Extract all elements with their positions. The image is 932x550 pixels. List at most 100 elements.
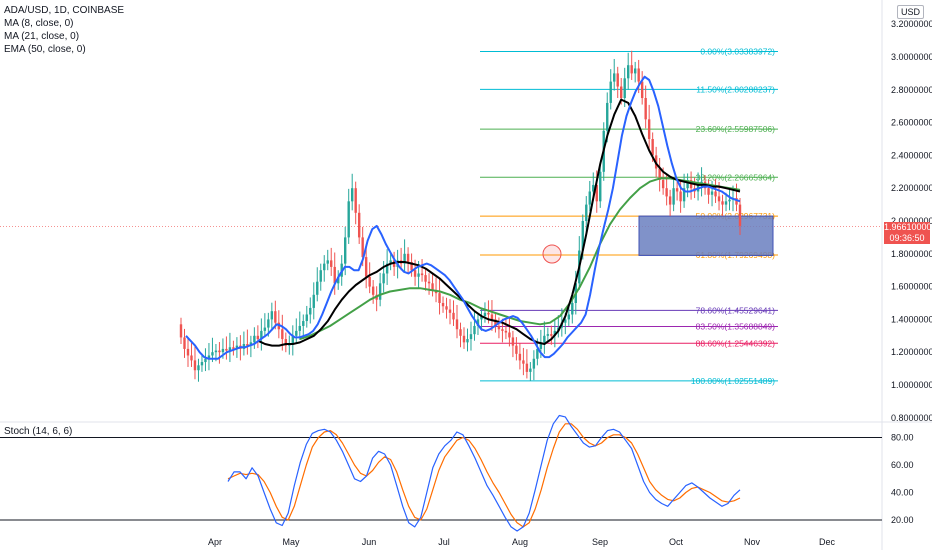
time-axis-tick: Nov: [744, 537, 761, 547]
price-axis-tick: 0.80000000: [891, 413, 932, 423]
candle-body: [183, 337, 186, 349]
candle-body: [682, 188, 686, 202]
candle-body: [707, 188, 710, 195]
price-axis-tick: 2.80000000: [891, 85, 932, 95]
candle-body: [225, 348, 228, 351]
candle-body: [623, 78, 626, 98]
candle-body: [609, 81, 612, 103]
candle-body: [658, 168, 661, 180]
time-axis-tick: Sep: [592, 537, 608, 547]
candle-body: [511, 337, 515, 346]
candle-body: [274, 311, 277, 323]
candle-body: [466, 339, 469, 343]
candle-body: [588, 191, 591, 205]
time-axis-tick: Dec: [819, 537, 836, 547]
candle-body: [543, 335, 546, 343]
candle-body: [504, 330, 508, 333]
fib-level-label: 0.00%(3.03383972): [700, 46, 775, 56]
candle-body: [410, 262, 413, 271]
candle-body: [179, 324, 183, 338]
candle-body: [490, 314, 494, 320]
candle-body: [595, 184, 598, 202]
stoch-k-line: [227, 414, 741, 532]
candle-body: [469, 334, 473, 340]
bar-countdown: 09:36:50: [889, 233, 925, 243]
candle-body: [721, 201, 724, 205]
candle-body: [686, 180, 689, 189]
candle-body: [431, 283, 434, 290]
candle-body: [448, 309, 452, 313]
candle-body: [483, 312, 487, 317]
candle-body: [532, 358, 536, 369]
candle-body: [337, 276, 340, 284]
candle-body: [581, 221, 584, 251]
candle-body: [522, 360, 525, 364]
candle-body: [665, 188, 668, 197]
candle-body: [599, 171, 602, 202]
candle-body: [637, 68, 640, 82]
candle-body: [284, 339, 288, 346]
indicator-ma21[interactable]: MA (21, close, 0): [4, 31, 80, 42]
candle-body: [613, 73, 616, 82]
time-axis-tick: May: [282, 537, 300, 547]
candle-body: [606, 102, 609, 131]
fib-level-label: 38.20%(2.26665964): [696, 172, 776, 182]
candle-body: [281, 329, 284, 340]
price-axis-tick: 3.20000000: [891, 19, 932, 29]
indicator-ma8[interactable]: MA (8, close, 0): [4, 18, 74, 29]
candle-body: [630, 65, 633, 74]
currency-selector[interactable]: USD: [897, 5, 925, 19]
candle-body: [620, 86, 623, 98]
candle-body: [298, 325, 301, 331]
stoch-axis-tick: 60.00: [891, 460, 914, 470]
ma8-line: [185, 75, 741, 360]
fib-level-label: 88.60%(1.25446392): [696, 338, 776, 348]
price-axis-tick: 1.60000000: [891, 282, 932, 292]
stoch-title[interactable]: Stoch (14, 6, 6): [4, 426, 73, 437]
time-axis-tick: Oct: [669, 537, 684, 547]
candle-body: [487, 312, 490, 315]
candle-body: [452, 312, 455, 320]
candle-body: [445, 306, 448, 310]
candle-body: [403, 253, 406, 264]
price-axis-tick: 2.60000000: [891, 118, 932, 128]
candle-body: [738, 204, 742, 226]
candle-body: [633, 68, 637, 74]
candle-body: [232, 347, 235, 349]
fib-level-label: 78.60%(1.45529641): [696, 305, 776, 315]
candle-body: [417, 273, 420, 277]
candle-body: [536, 348, 539, 359]
price-axis-tick: 1.80000000: [891, 249, 932, 259]
time-axis-tick: Aug: [512, 537, 528, 547]
candle-body: [256, 335, 260, 340]
candle-body: [616, 73, 619, 87]
candle-body: [497, 325, 501, 330]
fib-level-label: 100.00%(1.02551489): [691, 376, 775, 386]
candle-body: [344, 237, 347, 264]
candle-body: [221, 348, 225, 353]
candle-body: [473, 325, 476, 335]
candle-body: [361, 237, 364, 258]
candle-body: [330, 260, 333, 267]
stoch-d-line: [227, 423, 741, 528]
stoch-axis-tick: 40.00: [891, 488, 914, 498]
candle-body: [260, 330, 263, 340]
symbol-title[interactable]: ADA/USD, 1D, COINBASE: [4, 5, 125, 16]
candle-body: [235, 345, 239, 349]
candle-body: [302, 321, 305, 326]
candle-body: [204, 358, 207, 363]
candle-body: [309, 307, 312, 315]
candle-body: [389, 260, 392, 264]
candle-body: [735, 198, 738, 205]
indicator-ema50[interactable]: EMA (50, close, 0): [4, 44, 86, 55]
candle-body: [312, 294, 315, 308]
fib-level-label: 83.50%(1.35688849): [696, 321, 776, 331]
candle-body: [218, 350, 221, 353]
candle-body: [350, 188, 354, 202]
candle-body: [193, 360, 197, 371]
candle-body: [710, 191, 714, 195]
candle-body: [675, 188, 679, 192]
